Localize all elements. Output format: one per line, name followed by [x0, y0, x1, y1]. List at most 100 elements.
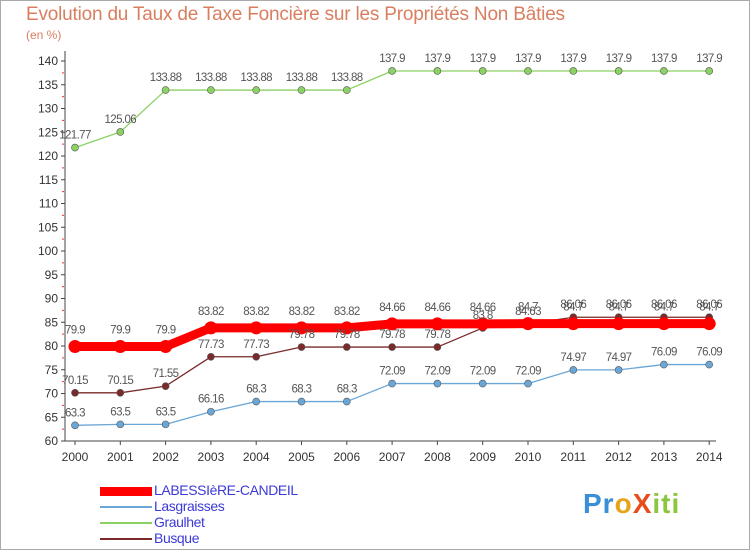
y-tick-label: 115 — [39, 173, 58, 187]
data-label: 83.82 — [198, 306, 224, 318]
y-minor-tick — [62, 143, 64, 145]
data-point — [521, 317, 535, 331]
data-point — [116, 420, 125, 429]
data-label: 84.7 — [518, 302, 538, 314]
data-label: 79.9 — [65, 324, 85, 336]
legend-swatch-labessiere-candeil — [100, 487, 152, 496]
data-label: 79.9 — [156, 324, 176, 336]
data-point — [478, 67, 487, 75]
data-label: 137.9 — [606, 53, 632, 65]
legend-label: Lasgraisses — [154, 498, 225, 514]
data-point — [614, 67, 623, 75]
axes: 60 65 70 75 80 85 90 95 100 105 110 115 120 125 130 135… — [38, 51, 723, 464]
data-point — [660, 67, 668, 75]
data-label: 84.66 — [425, 302, 451, 314]
y-tick-label: 65 — [45, 410, 59, 424]
data-label: 133.88 — [240, 72, 272, 84]
data-point — [207, 352, 215, 361]
data-label: 84.63 — [515, 306, 541, 318]
data-label: 72.09 — [470, 366, 496, 378]
data-point — [113, 339, 127, 353]
y-tick-label: 105 — [38, 220, 58, 234]
y-minor-tick — [62, 214, 64, 216]
data-label: 84.7 — [609, 302, 629, 314]
y-tick-label: 70 — [45, 387, 59, 401]
y-tick-label: 80 — [45, 339, 59, 353]
data-label: 72.09 — [515, 366, 541, 378]
data-point — [207, 407, 215, 416]
data-label: 63.5 — [110, 406, 130, 418]
data-point — [297, 397, 306, 406]
x-tick-label: 2004 — [243, 450, 270, 464]
data-label: 70.15 — [107, 375, 133, 387]
y-minor-tick — [62, 72, 64, 74]
data-label: 68.3 — [337, 384, 357, 396]
data-point — [68, 339, 82, 353]
data-point — [612, 317, 626, 331]
y-tick-label: 125 — [38, 125, 58, 139]
data-point — [295, 321, 308, 335]
x-tick-label: 2012 — [605, 450, 632, 464]
data-label: 63.5 — [156, 406, 176, 418]
data-point — [614, 366, 623, 374]
data-point — [71, 388, 79, 397]
y-tick-label: 95 — [45, 268, 59, 282]
data-label: 79.78 — [334, 329, 360, 341]
y-minor-tick — [62, 333, 64, 335]
y-axis-unit-label: (en %) — [26, 28, 62, 42]
data-label: 76.09 — [651, 347, 677, 359]
x-tick-label: 2014 — [696, 450, 723, 464]
data-point — [207, 86, 215, 94]
data-label: 137.9 — [470, 53, 496, 65]
data-point — [116, 128, 125, 136]
data-point — [249, 321, 263, 335]
data-label: 66.16 — [198, 394, 224, 406]
y-tick-label: 100 — [38, 244, 58, 258]
data-label: 68.3 — [292, 384, 312, 396]
data-point — [433, 379, 442, 388]
data-label: 72.09 — [425, 366, 451, 378]
data-label: 83.82 — [334, 306, 360, 318]
y-minor-tick — [62, 119, 64, 121]
legend-label: Busque — [154, 530, 200, 546]
data-label: 77.73 — [198, 339, 224, 351]
data-point — [566, 317, 580, 331]
data-label: 79.78 — [289, 329, 315, 341]
y-tick-label: 130 — [38, 102, 58, 116]
data-point — [524, 67, 532, 75]
data-point — [342, 86, 351, 94]
data-label: 133.88 — [286, 72, 318, 84]
data-label: 86.06 — [696, 299, 722, 311]
data-point — [569, 67, 578, 75]
y-tick-label: 140 — [38, 54, 58, 68]
data-point — [385, 317, 399, 331]
data-labels: 121.77 125.06 133.88 133.88 133.88 133.88 133.… — [59, 53, 723, 419]
data-point — [388, 379, 396, 388]
data-point — [342, 397, 351, 406]
data-label: 74.97 — [606, 352, 632, 364]
data-point — [297, 343, 306, 351]
x-tick-label: 2013 — [651, 450, 678, 464]
y-tick-label: 120 — [38, 149, 58, 163]
data-label: 137.9 — [560, 53, 586, 65]
data-label: 86.06 — [560, 299, 586, 311]
y-tick-label: 90 — [45, 292, 59, 306]
data-label: 133.88 — [195, 72, 227, 84]
y-minor-tick — [62, 238, 64, 240]
data-label: 63.3 — [65, 407, 85, 419]
data-label: 86.06 — [651, 299, 677, 311]
x-tick-label: 2002 — [152, 450, 179, 464]
proxiti-logo: ProXiti — [583, 488, 681, 519]
data-label: 133.88 — [150, 72, 182, 84]
data-point — [388, 67, 396, 75]
data-point — [71, 143, 79, 152]
y-minor-tick — [62, 309, 64, 311]
data-point — [476, 317, 490, 331]
legend-swatch-busque — [100, 538, 152, 540]
data-label: 77.73 — [243, 339, 269, 351]
data-point — [430, 317, 444, 331]
legend-swatch-lasgraisses — [100, 506, 152, 508]
y-minor-tick — [62, 428, 64, 430]
